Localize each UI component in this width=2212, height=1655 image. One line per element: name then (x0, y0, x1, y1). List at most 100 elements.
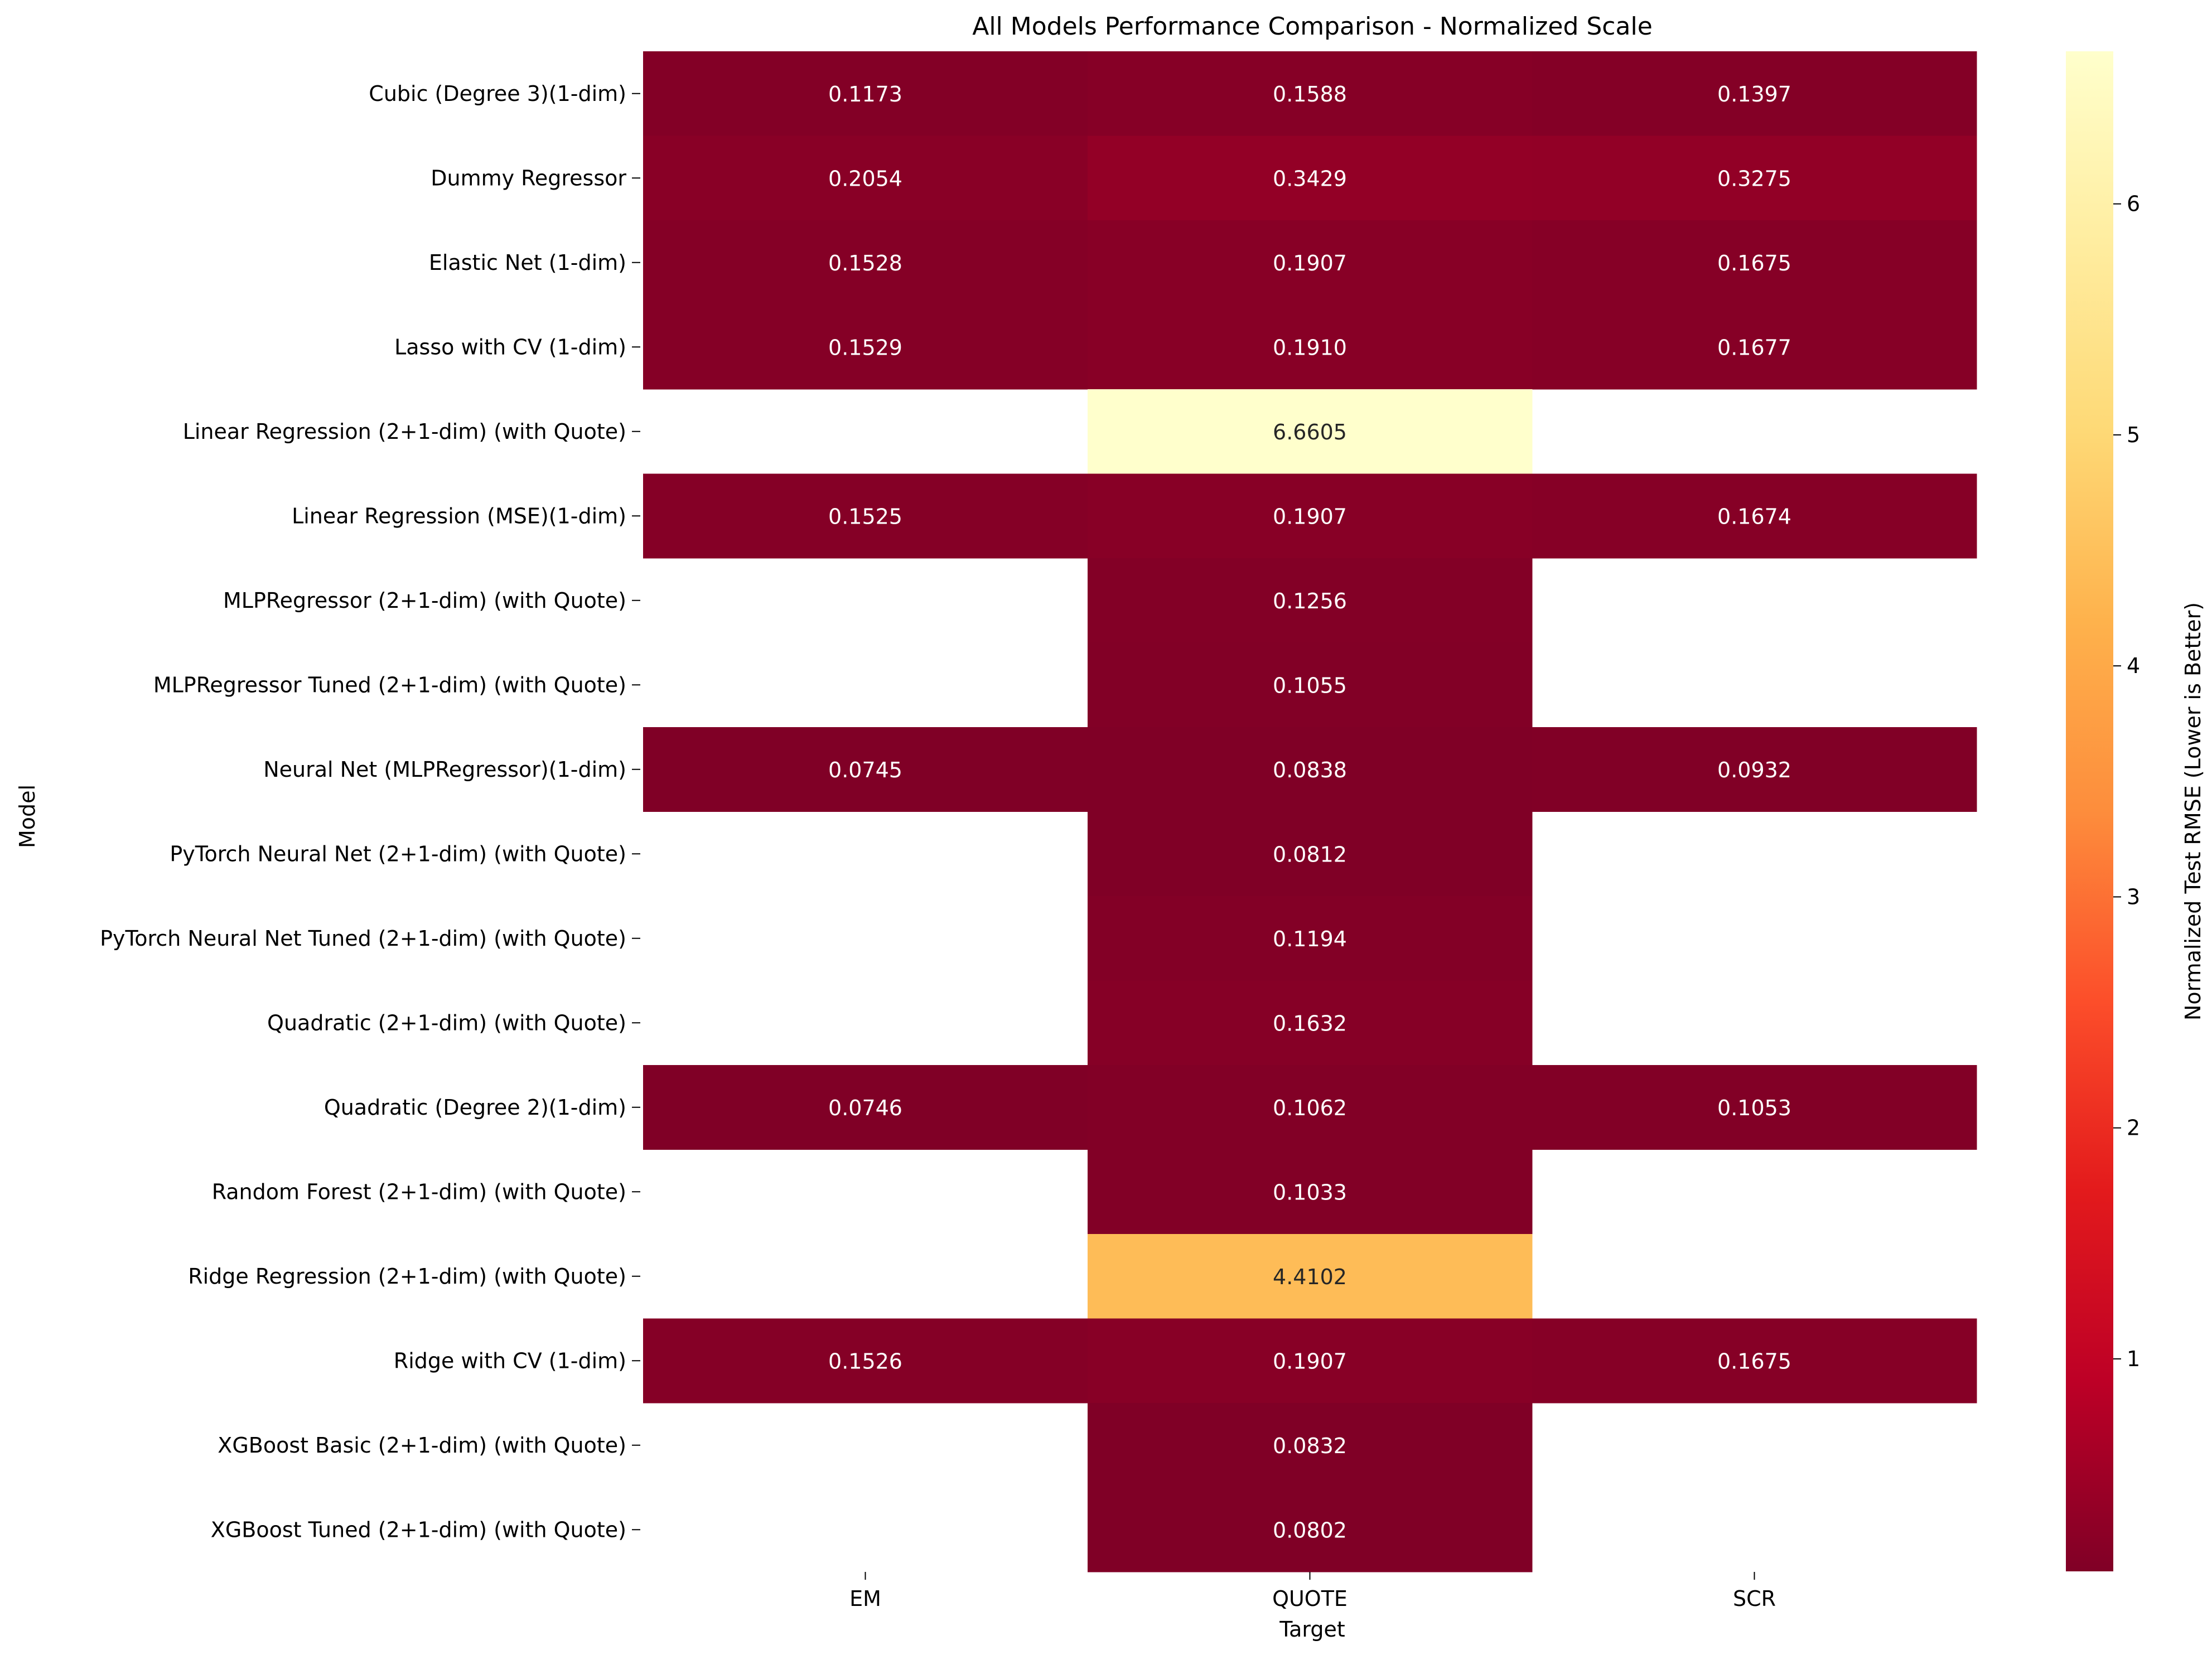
colorbar-tick-label: 1 (2127, 1347, 2140, 1371)
heatmap-cell (1532, 473, 1977, 559)
heatmap-cell (643, 136, 1088, 221)
heatmap-cell-labels: 0.1173 0.1588 0.1397 0.2054 0.3429 0.3275 0.15… (828, 82, 1791, 1543)
y-tick-label: Neural Net (MLPRegressor)(1-dim) (263, 757, 626, 782)
cell-value-label: 0.1173 (828, 82, 902, 107)
y-tick-label: Quadratic (2+1-dim) (with Quote) (267, 1010, 626, 1035)
heatmap-cell (1088, 1234, 1533, 1319)
x-tick-label: EM (849, 1586, 881, 1611)
colorbar (2066, 51, 2113, 1571)
cell-value-label: 0.1397 (1717, 82, 1791, 107)
cell-value-label: 0.1256 (1273, 589, 1347, 613)
colorbar-tick-label: 3 (2127, 884, 2140, 909)
y-tick-labels: Cubic (Degree 3)(1-dim) Dummy Regressor El… (100, 81, 640, 1542)
heatmap-cell (643, 473, 1088, 559)
cell-value-label: 0.0802 (1273, 1518, 1347, 1542)
heatmap-cell (1532, 304, 1977, 390)
cell-value-label: 0.1033 (1273, 1180, 1347, 1204)
cell-value-label: 0.0746 (828, 1096, 902, 1120)
cell-value-label: 0.3429 (1273, 166, 1347, 191)
y-tick-label: XGBoost Tuned (2+1-dim) (with Quote) (211, 1517, 626, 1542)
colorbar-tick-label: 5 (2127, 423, 2140, 447)
cell-value-label: 0.1055 (1273, 673, 1347, 698)
heatmap-cell (643, 51, 1088, 136)
cell-value-label: 0.1675 (1717, 251, 1791, 275)
cell-value-label: 0.0932 (1717, 758, 1791, 782)
y-tick-label: PyTorch Neural Net (2+1-dim) (with Quote… (170, 841, 626, 866)
colorbar-tick-label: 4 (2127, 654, 2140, 678)
cell-value-label: 0.1062 (1273, 1096, 1347, 1120)
heatmap-cell (1088, 220, 1533, 305)
cell-value-label: 0.0812 (1273, 842, 1347, 867)
cell-value-label: 0.0832 (1273, 1434, 1347, 1458)
cell-value-label: 0.1907 (1273, 1349, 1347, 1373)
x-axis-label: Target (1279, 1617, 1345, 1642)
colorbar-label: Normalized Test RMSE (Lower is Better) (2181, 602, 2205, 1020)
heatmap-cell (643, 220, 1088, 305)
heatmap-cell (643, 727, 1088, 812)
y-tick-label: Elastic Net (1-dim) (429, 250, 626, 275)
chart-title: All Models Performance Comparison - Norm… (972, 12, 1653, 41)
cell-value-label: 0.1675 (1717, 1349, 1791, 1373)
cell-value-label: 0.1632 (1273, 1011, 1347, 1035)
x-tick-labels: EM QUOTE SCR (849, 1572, 1776, 1611)
y-tick-label: MLPRegressor Tuned (2+1-dim) (with Quote… (153, 672, 626, 697)
heatmap-cell (1088, 51, 1533, 136)
cell-value-label: 0.3275 (1717, 166, 1791, 191)
heatmap-cell (1088, 1487, 1533, 1572)
cell-value-label: 0.1588 (1273, 82, 1347, 107)
heatmap-cell (1088, 727, 1533, 812)
y-tick-label: Ridge with CV (1-dim) (394, 1348, 626, 1373)
heatmap-cell (643, 304, 1088, 390)
y-tick-label: Dummy Regressor (431, 166, 626, 190)
cell-value-label: 0.1677 (1717, 335, 1791, 360)
heatmap-cell (1088, 642, 1533, 728)
heatmap-cell (1088, 473, 1533, 559)
colorbar-tick-label: 6 (2127, 192, 2140, 216)
heatmap-cell (1088, 980, 1533, 1066)
cell-value-label: 0.1529 (828, 335, 902, 360)
cell-value-label: 0.1907 (1273, 251, 1347, 275)
y-tick-label: PyTorch Neural Net Tuned (2+1-dim) (with… (100, 926, 626, 951)
heatmap-cell (643, 1318, 1088, 1404)
x-tick-label: SCR (1733, 1586, 1776, 1611)
heatmap-cell (1532, 1318, 1977, 1404)
cell-value-label: 0.1674 (1717, 504, 1791, 529)
heatmap-cell (1088, 1149, 1533, 1235)
cell-value-label: 0.1528 (828, 251, 902, 275)
heatmap-cell (1088, 136, 1533, 221)
cell-value-label: 6.6605 (1273, 420, 1347, 444)
cell-value-label: 0.1053 (1717, 1096, 1791, 1120)
heatmap-cell (1088, 1403, 1533, 1488)
y-tick-label: Quadratic (Degree 2)(1-dim) (324, 1095, 626, 1120)
heatmap-cell (1532, 220, 1977, 305)
heatmap-cell (1532, 1065, 1977, 1150)
y-tick-label: Linear Regression (MSE)(1-dim) (292, 504, 626, 528)
heatmap-cells (643, 51, 1977, 1572)
heatmap-cell (1088, 811, 1533, 897)
heatmap-cell (1532, 727, 1977, 812)
heatmap-cell (1088, 1065, 1533, 1150)
x-tick-label: QUOTE (1272, 1586, 1348, 1611)
heatmap-cell (643, 1065, 1088, 1150)
y-tick-label: Random Forest (2+1-dim) (with Quote) (212, 1179, 626, 1204)
cell-value-label: 0.2054 (828, 166, 902, 191)
cell-value-label: 0.0838 (1273, 758, 1347, 782)
y-tick-label: XGBoost Basic (2+1-dim) (with Quote) (218, 1433, 626, 1458)
heatmap-cell (1532, 51, 1977, 136)
cell-value-label: 0.1526 (828, 1349, 902, 1373)
cell-value-label: 0.0745 (828, 758, 902, 782)
heatmap-cell (1088, 896, 1533, 981)
cell-value-label: 0.1194 (1273, 927, 1347, 951)
heatmap-cell (1532, 136, 1977, 221)
y-tick-label: Ridge Regression (2+1-dim) (with Quote) (188, 1264, 626, 1289)
y-axis-label: Model (15, 785, 40, 848)
cell-value-label: 0.1910 (1273, 335, 1347, 360)
heatmap-cell (1088, 558, 1533, 643)
cell-value-label: 0.1907 (1273, 504, 1347, 529)
cell-value-label: 0.1525 (828, 504, 902, 529)
heatmap-cell (1088, 304, 1533, 390)
y-tick-label: Lasso with CV (1-dim) (394, 335, 626, 359)
heatmap-cell (1088, 1318, 1533, 1404)
colorbar-ticks: 1 2 3 4 5 6 (2113, 192, 2140, 1371)
